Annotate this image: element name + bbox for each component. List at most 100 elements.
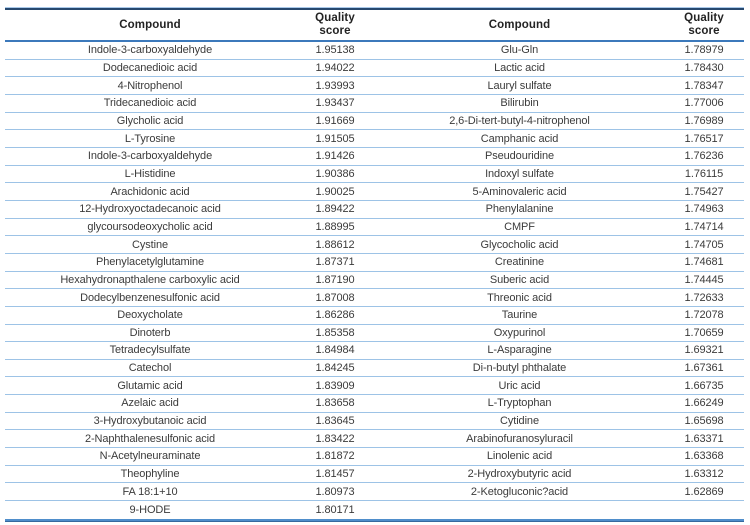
quality-score-cell: 1.87190 bbox=[315, 273, 355, 286]
table-row: Tetradecylsulfate 1.84984 L-Asparagine 1.69… bbox=[5, 342, 744, 360]
compound-cell: Deoxycholate bbox=[117, 309, 183, 322]
compound-quality-table: Compound Quality score Compound Quality … bbox=[5, 7, 744, 522]
compound-cell: glycoursodeoxycholic acid bbox=[87, 220, 213, 233]
quality-score-cell: 1.78430 bbox=[684, 61, 724, 74]
compound-cell: Suberic acid bbox=[489, 273, 550, 286]
table-row: L-Histidine 1.90386 Indoxyl sulfate 1.76115 bbox=[5, 166, 744, 184]
table-row: L-Tyrosine 1.91505 Camphanic acid 1.76517 bbox=[5, 130, 744, 148]
compound-cell: Pseudouridine bbox=[484, 150, 555, 163]
table-bottom-border bbox=[5, 518, 744, 522]
quality-score-cell: 1.70659 bbox=[684, 326, 724, 339]
table-row: glycoursodeoxycholic acid 1.88995 CMPF 1.74… bbox=[5, 219, 744, 237]
quality-score-cell: 1.95138 bbox=[315, 44, 355, 57]
compound-cell: Azelaic acid bbox=[121, 397, 179, 410]
table-row: Dinoterb 1.85358 Oxypurinol 1.70659 bbox=[5, 325, 744, 343]
table-row: Azelaic acid 1.83658 L-Tryptophan 1.66249 bbox=[5, 395, 744, 413]
compound-cell: Tetradecylsulfate bbox=[109, 344, 191, 357]
table-row: Cystine 1.88612 Glycocholic acid 1.74705 bbox=[5, 236, 744, 254]
compound-cell: 3-Hydroxybutanoic acid bbox=[93, 415, 207, 428]
compound-cell: Lactic acid bbox=[494, 61, 545, 74]
table-row: N-Acetylneuraminate 1.81872 Linolenic acid… bbox=[5, 448, 744, 466]
table-row: Catechol 1.84245 Di-n-butyl phthalate 1.673… bbox=[5, 360, 744, 378]
quality-header-line1: Quality bbox=[315, 12, 355, 24]
quality-score-cell: 1.84984 bbox=[315, 344, 355, 357]
quality-score-cell: 1.83422 bbox=[315, 432, 355, 445]
compound-cell: Dodecylbenzenesulfonic acid bbox=[80, 291, 220, 304]
compound-cell: Threonic acid bbox=[487, 291, 552, 304]
compound-cell: Dinoterb bbox=[129, 326, 171, 339]
compound-cell: 12-Hydroxyoctadecanoic acid bbox=[79, 203, 221, 216]
table-row: 9-HODE 1.80171 bbox=[5, 501, 744, 519]
quality-score-cell: 1.77006 bbox=[684, 97, 724, 110]
compound-cell: L-Asparagine bbox=[487, 344, 552, 357]
quality-score-cell: 1.91669 bbox=[315, 114, 355, 127]
quality-score-cell: 1.74445 bbox=[684, 273, 724, 286]
compound-cell: Cytidine bbox=[500, 415, 539, 428]
quality-header-line1: Quality bbox=[684, 12, 724, 24]
quality-score-cell: 1.81872 bbox=[315, 450, 355, 463]
quality-header-line2: score bbox=[688, 25, 720, 37]
quality-score-cell: 1.87371 bbox=[315, 256, 355, 269]
compound-cell: Glycocholic acid bbox=[480, 238, 559, 251]
quality-score-cell: 1.81457 bbox=[315, 468, 355, 481]
compound-cell: 2-Ketogluconic?acid bbox=[470, 485, 569, 498]
quality-score-cell: 1.62869 bbox=[684, 485, 724, 498]
compound-cell: Di-n-butyl phthalate bbox=[472, 362, 567, 375]
quality-header-line2: score bbox=[319, 25, 351, 37]
compound-cell: 2-Hydroxybutyric acid bbox=[467, 468, 572, 481]
compound-cell: Dodecanedioic acid bbox=[102, 61, 198, 74]
compound-cell: 9-HODE bbox=[129, 503, 171, 516]
table-body: Indole-3-carboxyaldehyde 1.95138 Glu-Gln 1.… bbox=[5, 42, 744, 519]
compound-cell: Indole-3-carboxyaldehyde bbox=[87, 44, 213, 57]
quality-score-cell: 1.76517 bbox=[684, 132, 724, 145]
table-top-border bbox=[5, 7, 744, 10]
compound-cell: Phenylacetylglutamine bbox=[96, 256, 204, 269]
quality-score-cell: 1.78979 bbox=[684, 44, 724, 57]
compound-cell: CMPF bbox=[504, 220, 535, 233]
compound-cell: Catechol bbox=[128, 362, 172, 375]
table-row: FA 18:1+10 1.80973 2-Ketogluconic?acid 1.62… bbox=[5, 483, 744, 502]
table-row: Dodecanedioic acid 1.94022 Lactic acid 1.78… bbox=[5, 60, 744, 78]
compound-cell: FA 18:1+10 bbox=[122, 485, 178, 498]
compound-cell: Creatinine bbox=[494, 256, 545, 269]
compound-cell: Cystine bbox=[132, 238, 168, 251]
column-header-quality-left: Quality score bbox=[295, 12, 375, 38]
quality-score-cell: 1.76115 bbox=[684, 167, 724, 180]
table-header-row: Compound Quality score Compound Quality … bbox=[5, 10, 744, 42]
quality-score-cell: 1.93437 bbox=[315, 97, 355, 110]
compound-cell: Arachidonic acid bbox=[110, 185, 190, 198]
quality-score-cell: 1.91505 bbox=[315, 132, 355, 145]
compound-cell: Indoxyl sulfate bbox=[485, 167, 554, 180]
quality-score-cell: 1.83645 bbox=[315, 415, 355, 428]
compound-cell: Glutamic acid bbox=[117, 379, 183, 392]
compound-cell: L-Tryptophan bbox=[487, 397, 552, 410]
compound-cell: 2-Naphthalenesulfonic acid bbox=[84, 432, 216, 445]
compound-cell: Arabinofuranosyluracil bbox=[466, 432, 573, 445]
column-header-quality-right: Quality score bbox=[664, 12, 744, 38]
compound-cell: Camphanic acid bbox=[480, 132, 559, 145]
quality-score-cell: 1.80171 bbox=[315, 503, 355, 516]
quality-score-cell: 1.85358 bbox=[315, 326, 355, 339]
quality-score-cell: 1.84245 bbox=[315, 362, 355, 375]
compound-cell: Theophyline bbox=[120, 468, 180, 481]
table-row: Theophyline 1.81457 2-Hydroxybutyric acid 1… bbox=[5, 466, 744, 484]
compound-cell: L-Histidine bbox=[124, 167, 176, 180]
quality-score-cell: 1.83909 bbox=[315, 379, 355, 392]
compound-cell: N-Acetylneuraminate bbox=[99, 450, 201, 463]
table-row: 3-Hydroxybutanoic acid 1.83645 Cytidine 1.6… bbox=[5, 413, 744, 431]
quality-score-cell: 1.93993 bbox=[315, 79, 355, 92]
quality-score-cell: 1.72633 bbox=[684, 291, 724, 304]
table-row: Arachidonic acid 1.90025 5-Aminovaleric ac… bbox=[5, 183, 744, 201]
quality-score-cell: 1.86286 bbox=[315, 309, 355, 322]
table-row: Glutamic acid 1.83909 Uric acid 1.66735 bbox=[5, 377, 744, 396]
compound-cell: 5-Aminovaleric acid bbox=[472, 185, 567, 198]
quality-score-cell: 1.63371 bbox=[684, 432, 724, 445]
quality-score-cell: 1.89422 bbox=[315, 203, 355, 216]
quality-score-cell: 1.87008 bbox=[315, 291, 355, 304]
quality-score-cell: 1.72078 bbox=[684, 309, 724, 322]
quality-score-cell: 1.83658 bbox=[315, 397, 355, 410]
quality-score-cell: 1.88612 bbox=[315, 238, 355, 251]
quality-score-cell: 1.63368 bbox=[684, 450, 724, 463]
compound-cell: 2,6-Di-tert-butyl-4-nitrophenol bbox=[449, 114, 590, 127]
quality-score-cell: 1.74681 bbox=[684, 256, 724, 269]
